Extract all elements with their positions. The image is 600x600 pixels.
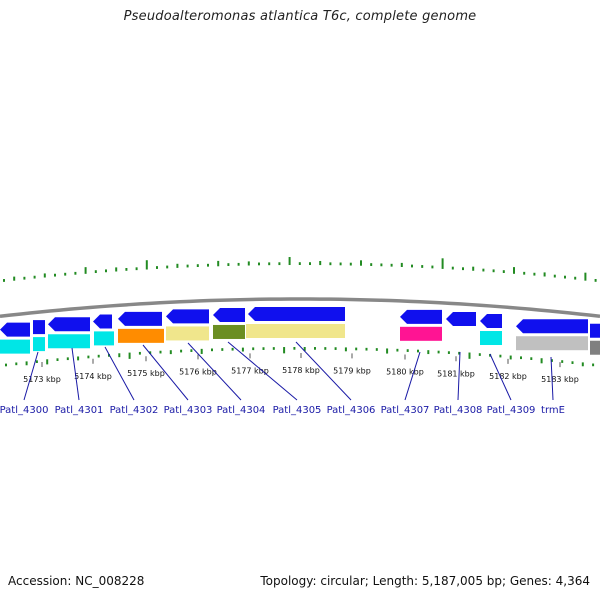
gene-leader-line [489, 353, 512, 401]
gene-label: Patl_4305 [273, 405, 322, 416]
gene-arrow [400, 309, 442, 324]
cog-block [246, 324, 345, 339]
gene-leader-line [142, 344, 189, 401]
scale-label: 5180 kbp [386, 367, 424, 376]
gene-arrow [93, 314, 112, 329]
cog-block [213, 324, 245, 339]
scale-label: 5173 kbp [23, 375, 61, 384]
gene-leader-line [23, 351, 39, 401]
gene-labels: Patl_4300 Patl_4301 Patl_4302 Patl_4303 Patl… [0, 341, 565, 416]
cog-block [166, 326, 209, 341]
gene-arrow [213, 307, 245, 322]
cog-category-track [0, 324, 600, 355]
gene-arrow [248, 307, 345, 322]
scale-label: 5183 kbp [541, 375, 579, 384]
cog-block [590, 340, 600, 355]
genome-backbone [0, 297, 600, 319]
gene-leader-line [187, 342, 242, 401]
cog-block [400, 326, 442, 341]
gene-leader-line [457, 351, 461, 401]
scale-label: 5177 kbp [231, 366, 269, 375]
cog-block [516, 336, 588, 351]
gene-arrow [166, 309, 209, 324]
scale-label: 5175 kbp [127, 369, 165, 378]
genome-stats-label: Topology: circular; Length: 5,187,005 bp… [260, 574, 590, 588]
gene-arrow [118, 311, 162, 326]
forward-strand-track [0, 307, 600, 338]
scale-label: 5181 kbp [437, 369, 475, 378]
gene-arrow [0, 322, 30, 337]
page-title: Pseudoalteromonas atlantica T6c, complet… [123, 9, 477, 24]
cog-block [94, 331, 114, 346]
scale-label: 5182 kbp [489, 372, 527, 381]
gene-leader-line [550, 356, 554, 401]
gene-leader-line [227, 341, 298, 401]
gene-label: Patl_4303 [164, 405, 213, 416]
gene-leader-line [71, 347, 80, 401]
cog-block [33, 337, 45, 352]
cog-block [48, 334, 90, 349]
gene-label: Patl_4304 [217, 405, 266, 416]
gene-label: trmE [541, 405, 565, 416]
gene-arrow [33, 320, 45, 335]
gene-arrow [48, 317, 90, 332]
gene-leader-line [295, 341, 352, 401]
scale-label: 5174 kbp [74, 372, 112, 381]
gene-arrow [446, 311, 476, 326]
gc-content-track-bottom [5, 347, 595, 367]
accession-label: Accession: NC_008228 [8, 574, 145, 588]
scale-label: 5178 kbp [282, 366, 320, 375]
gene-label: Patl_4306 [327, 405, 376, 416]
gene-label: Patl_4309 [487, 405, 536, 416]
gc-content-track-top [3, 257, 597, 282]
gene-label: Patl_4307 [381, 405, 430, 416]
cog-block [480, 331, 502, 346]
gene-label: Patl_4308 [434, 405, 483, 416]
gene-leader-line [404, 351, 421, 401]
scale-ruler: 5173 kbp 5174 kbp 5175 kbp 5176 kbp 5177 kbp… [23, 353, 579, 384]
gene-label: Patl_4301 [55, 405, 104, 416]
gene-arrow [516, 319, 588, 334]
gene-label: Patl_4302 [110, 405, 159, 416]
gene-leader-line [104, 346, 135, 401]
cog-block [118, 328, 164, 343]
scale-label: 5179 kbp [333, 366, 371, 375]
gene-arrow [480, 314, 502, 329]
cog-block [0, 339, 30, 354]
gene-arrow [590, 323, 600, 338]
gene-label: Patl_4300 [0, 405, 48, 416]
scale-label: 5176 kbp [179, 367, 217, 376]
